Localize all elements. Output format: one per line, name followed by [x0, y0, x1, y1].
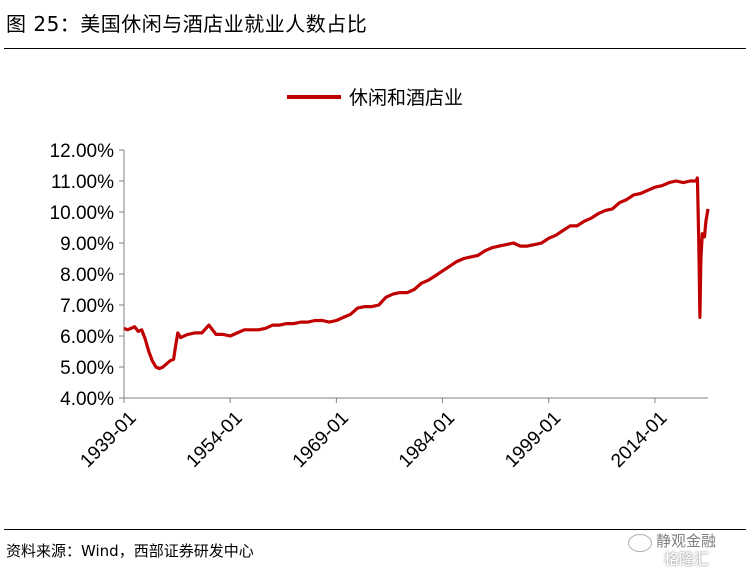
x-tick-label: 1999-01: [501, 408, 565, 472]
watermark: 静观金融 格隆汇: [616, 530, 746, 568]
watermark-line-2: 格隆汇: [664, 550, 710, 568]
y-tick-label: 7.00%: [60, 296, 114, 317]
x-tick-label: 1939-01: [76, 408, 140, 472]
source-note: 资料来源：Wind，西部证券研发中心: [6, 542, 254, 560]
wechat-icon: [628, 534, 652, 552]
bottom-rule: [4, 529, 746, 530]
y-tick-label: 9.00%: [60, 234, 114, 255]
y-axis: 4.00% 5.00% 6.00% 7.00% 8.00% 9.00% 10.00% 11.0…: [50, 141, 125, 410]
y-tick-label: 11.00%: [51, 172, 114, 193]
legend-label: 休闲和酒店业: [349, 87, 463, 109]
x-tick-label: 1969-01: [289, 408, 353, 472]
x-axis: 1939-01 1954-01 1969-01 1984-01 1999-01 2014-…: [76, 397, 708, 472]
y-tick-label: 5.00%: [60, 358, 114, 379]
figure-title: 图 25：美国休闲与酒店业就业人数占比: [6, 12, 368, 36]
x-tick-label: 1954-01: [183, 408, 247, 472]
y-tick-label: 6.00%: [60, 327, 114, 348]
y-tick-label: 8.00%: [60, 265, 114, 286]
legend: 休闲和酒店业: [287, 87, 463, 109]
y-tick-label: 10.00%: [50, 203, 115, 224]
y-tick-label: 12.00%: [50, 141, 115, 162]
line-chart: 4.00% 5.00% 6.00% 7.00% 8.00% 9.00% 10.00% 11.0…: [50, 87, 710, 472]
top-rule: [4, 48, 746, 49]
watermark-line-1: 静观金融: [656, 532, 717, 550]
x-tick-label: 1984-01: [395, 408, 459, 472]
y-tick-label: 4.00%: [60, 389, 114, 410]
series-layer: [123, 176, 710, 371]
series-line-0: [123, 176, 710, 371]
x-tick-label: 2014-01: [607, 408, 671, 472]
